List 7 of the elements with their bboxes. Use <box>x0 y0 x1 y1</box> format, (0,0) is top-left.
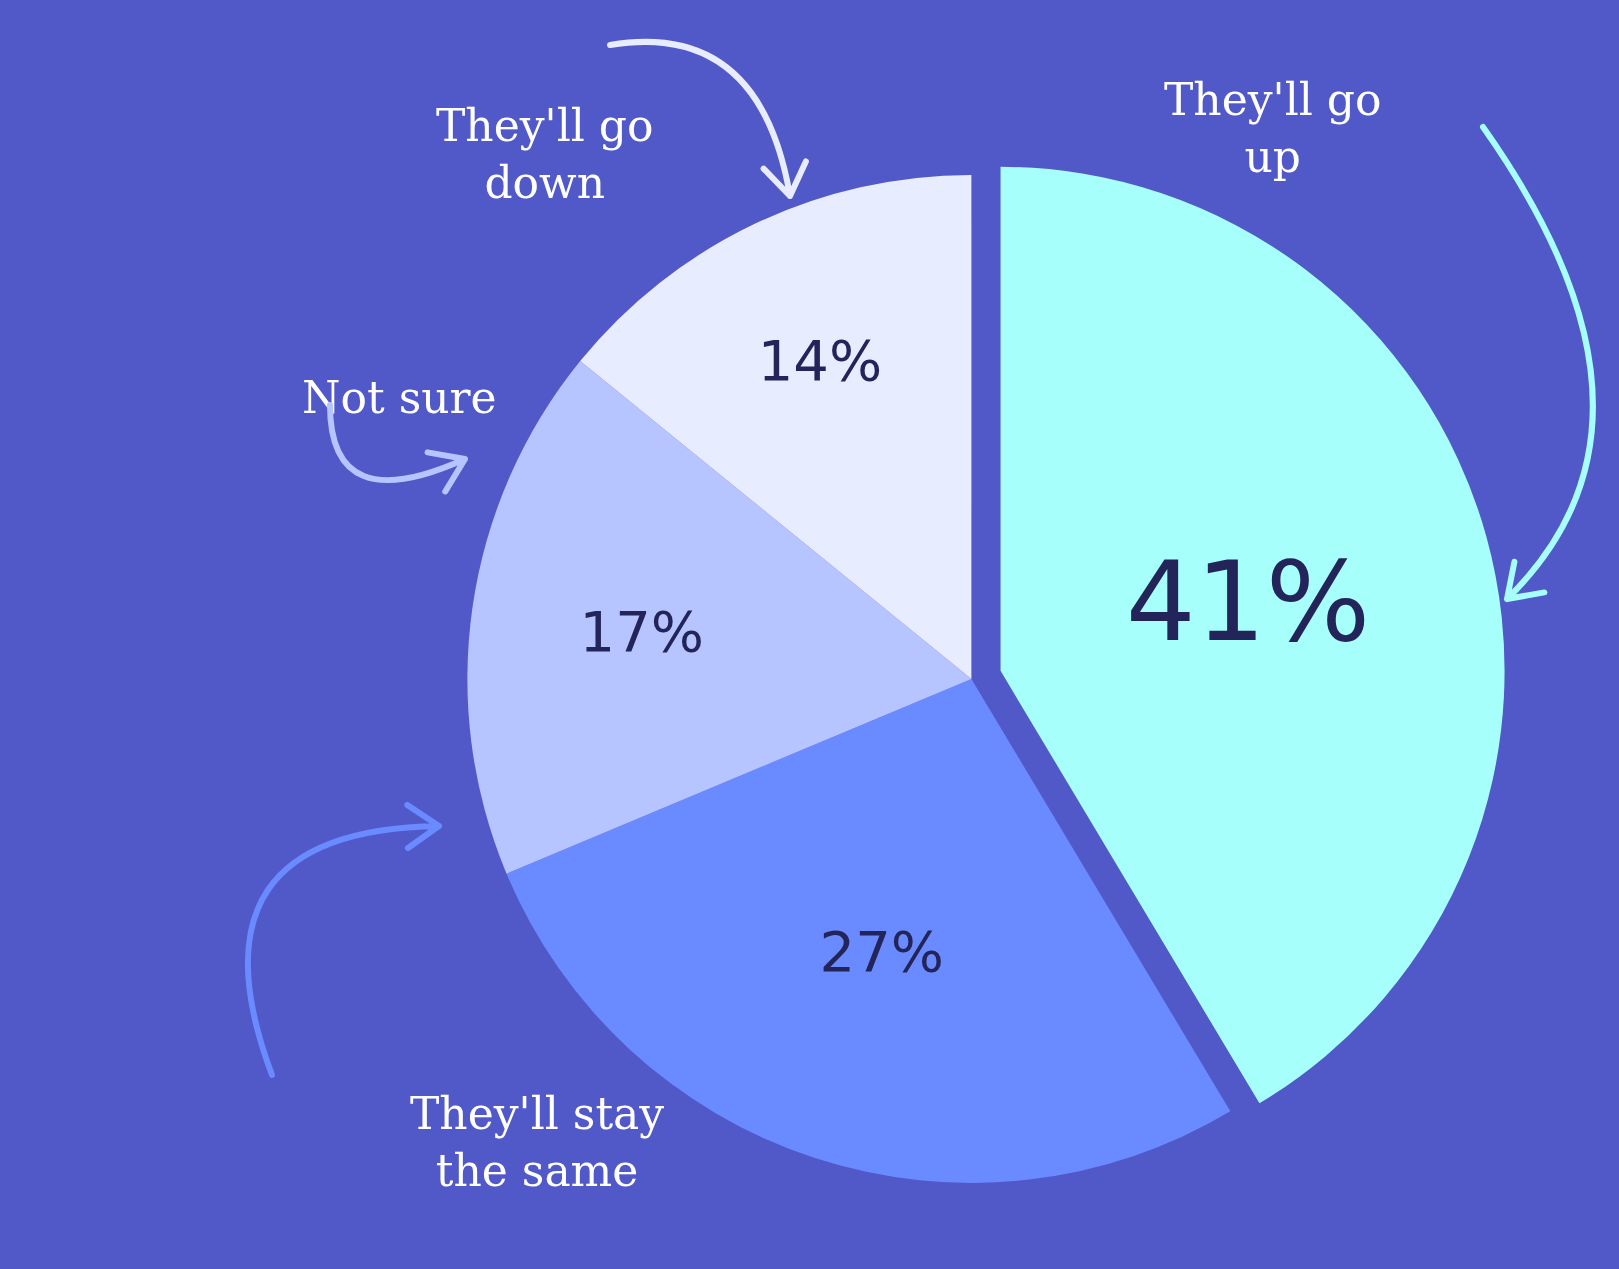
slice-label: They'll go up <box>1164 74 1382 183</box>
data-label: 14% <box>757 328 883 394</box>
slice-label: They'll stay the same <box>410 1088 665 1197</box>
slice-label: They'll go down <box>436 100 654 209</box>
data-label: 17% <box>579 599 705 665</box>
data-label: 41% <box>1125 538 1371 667</box>
data-label: 27% <box>819 919 945 985</box>
